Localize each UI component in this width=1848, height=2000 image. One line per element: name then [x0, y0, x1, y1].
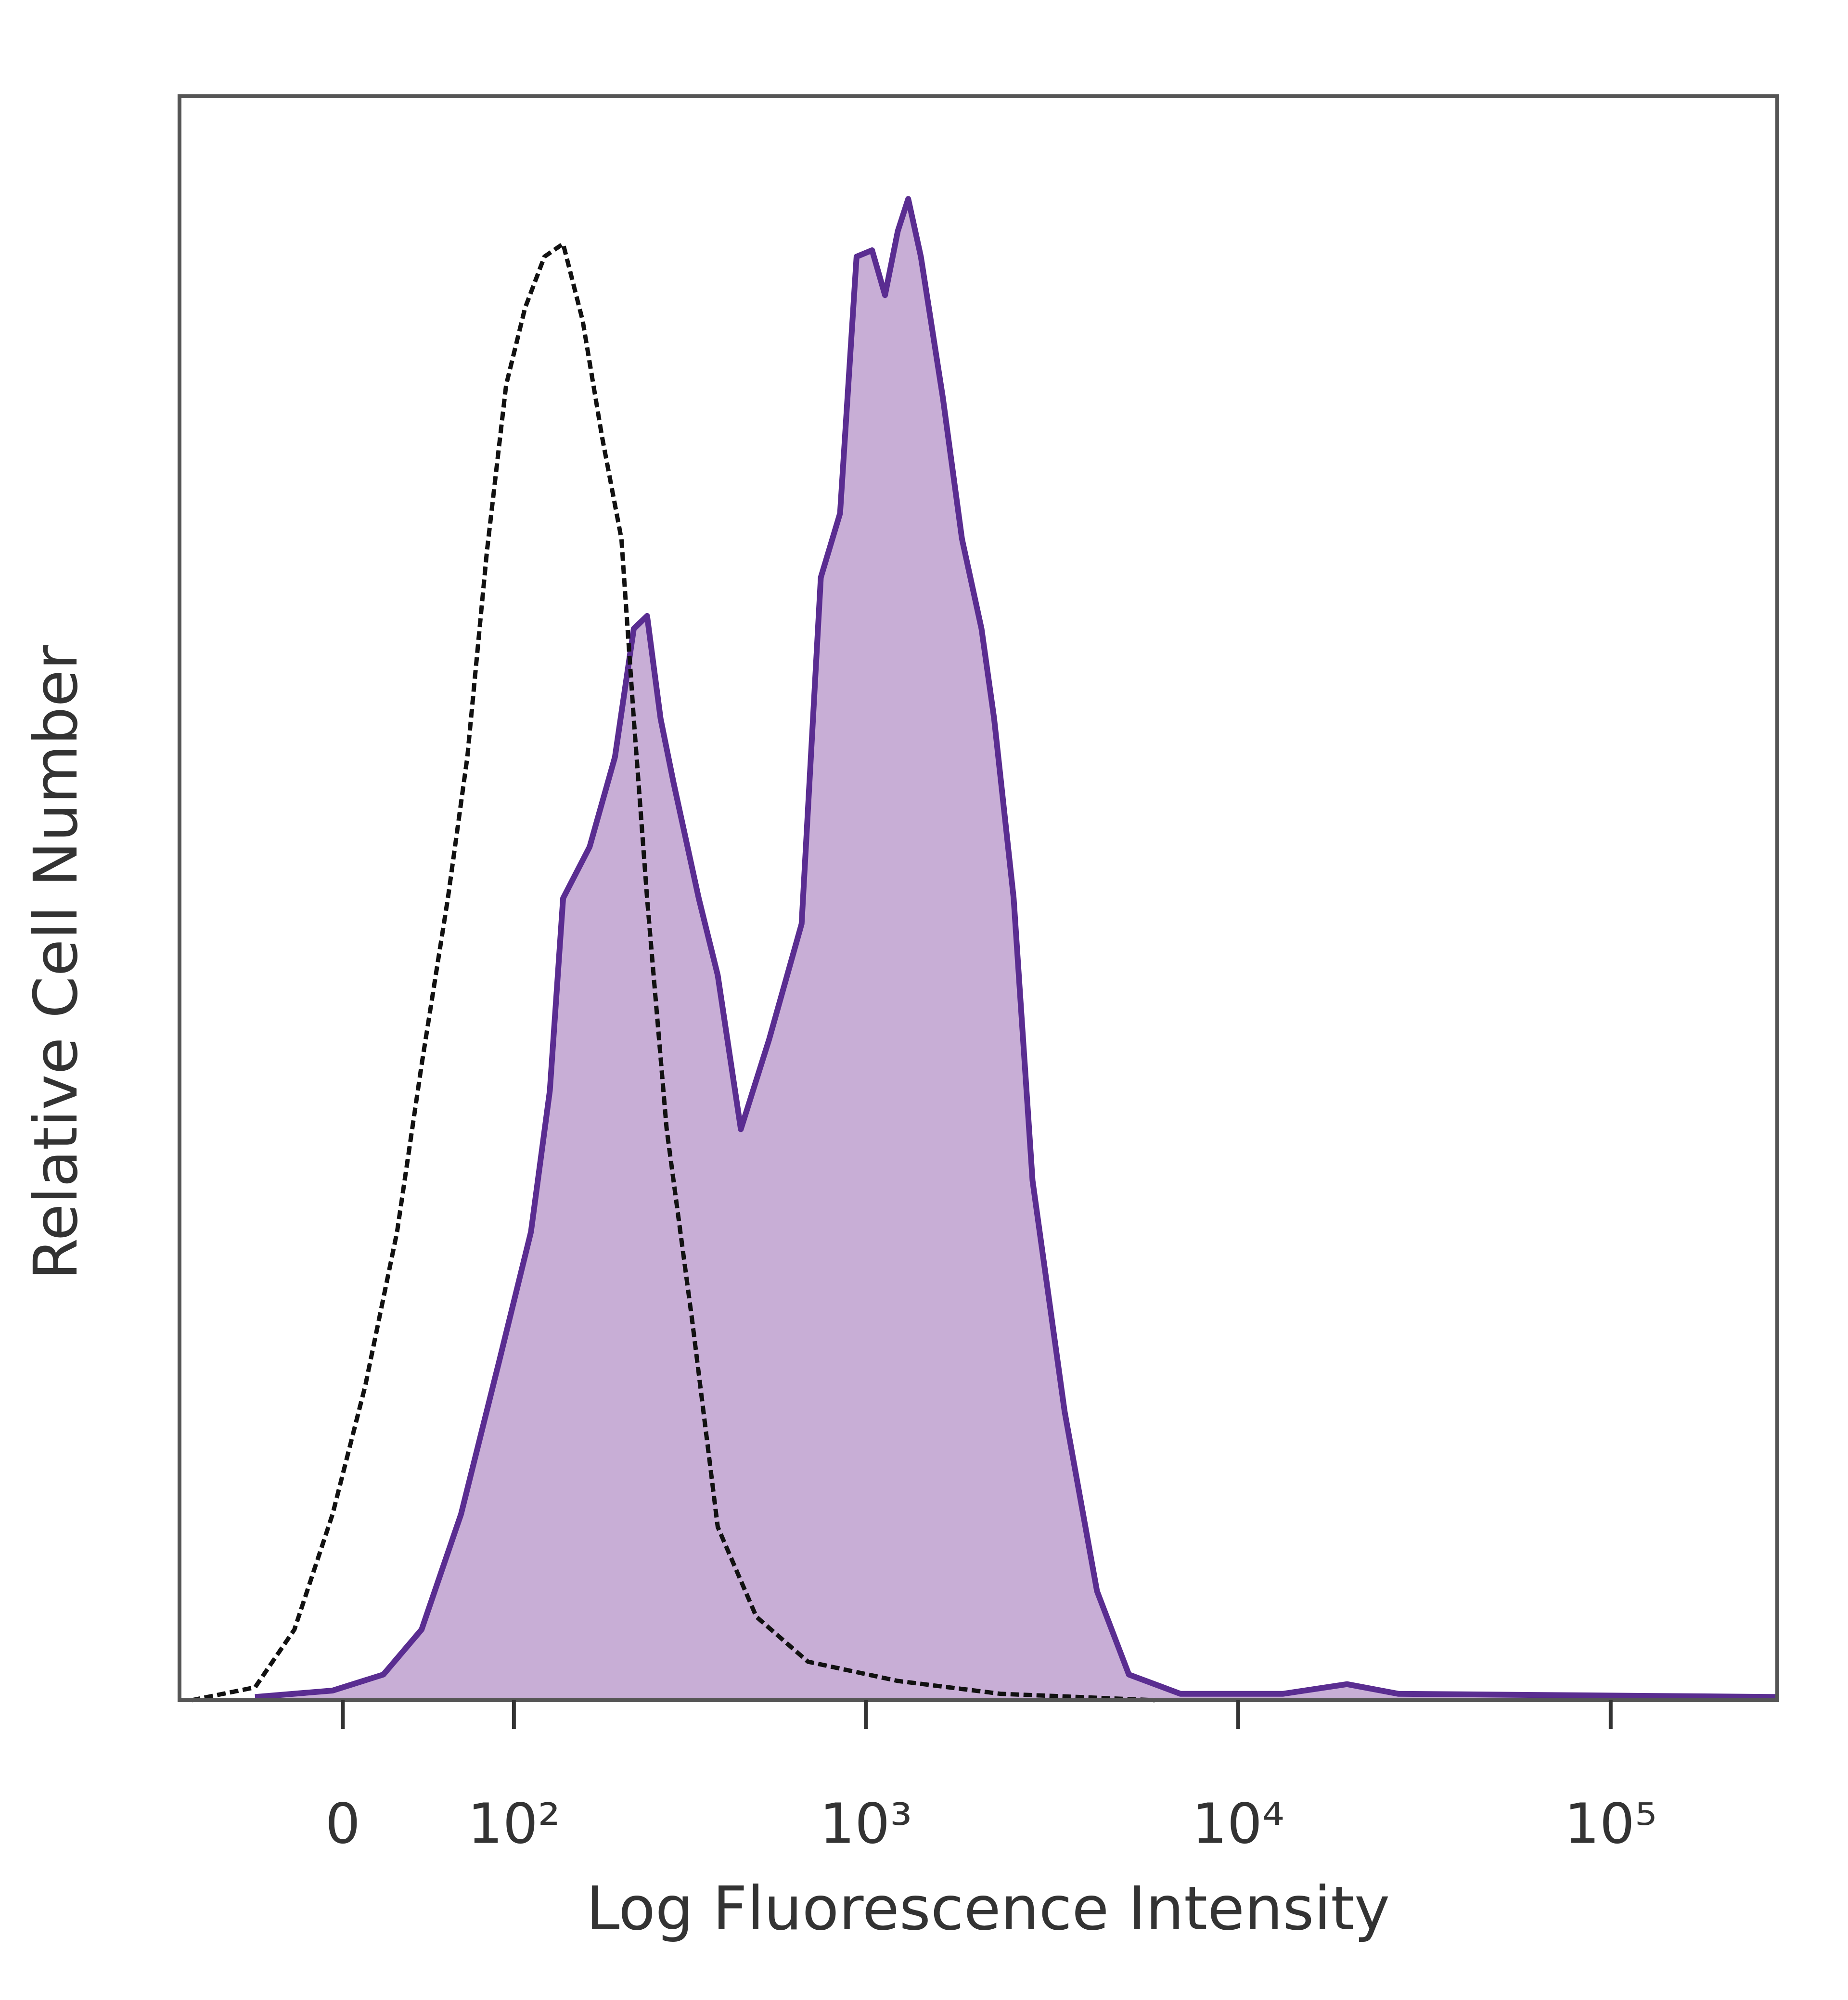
x-tick-label: 10³	[820, 1792, 912, 1857]
x-axis-label: Log Fluorescence Intensity	[586, 1874, 1390, 1944]
x-tick-label: 10²	[468, 1792, 560, 1857]
histogram-line	[191, 242, 1155, 1703]
x-tick-label: 10⁴	[1192, 1792, 1284, 1857]
x-tick-label: 0	[325, 1792, 360, 1857]
plot-frame	[178, 94, 1779, 1702]
y-axis-label: Relative Cell Number	[21, 645, 91, 1280]
histogram-line	[255, 196, 1778, 1700]
x-tick-label: 10⁵	[1565, 1792, 1657, 1857]
